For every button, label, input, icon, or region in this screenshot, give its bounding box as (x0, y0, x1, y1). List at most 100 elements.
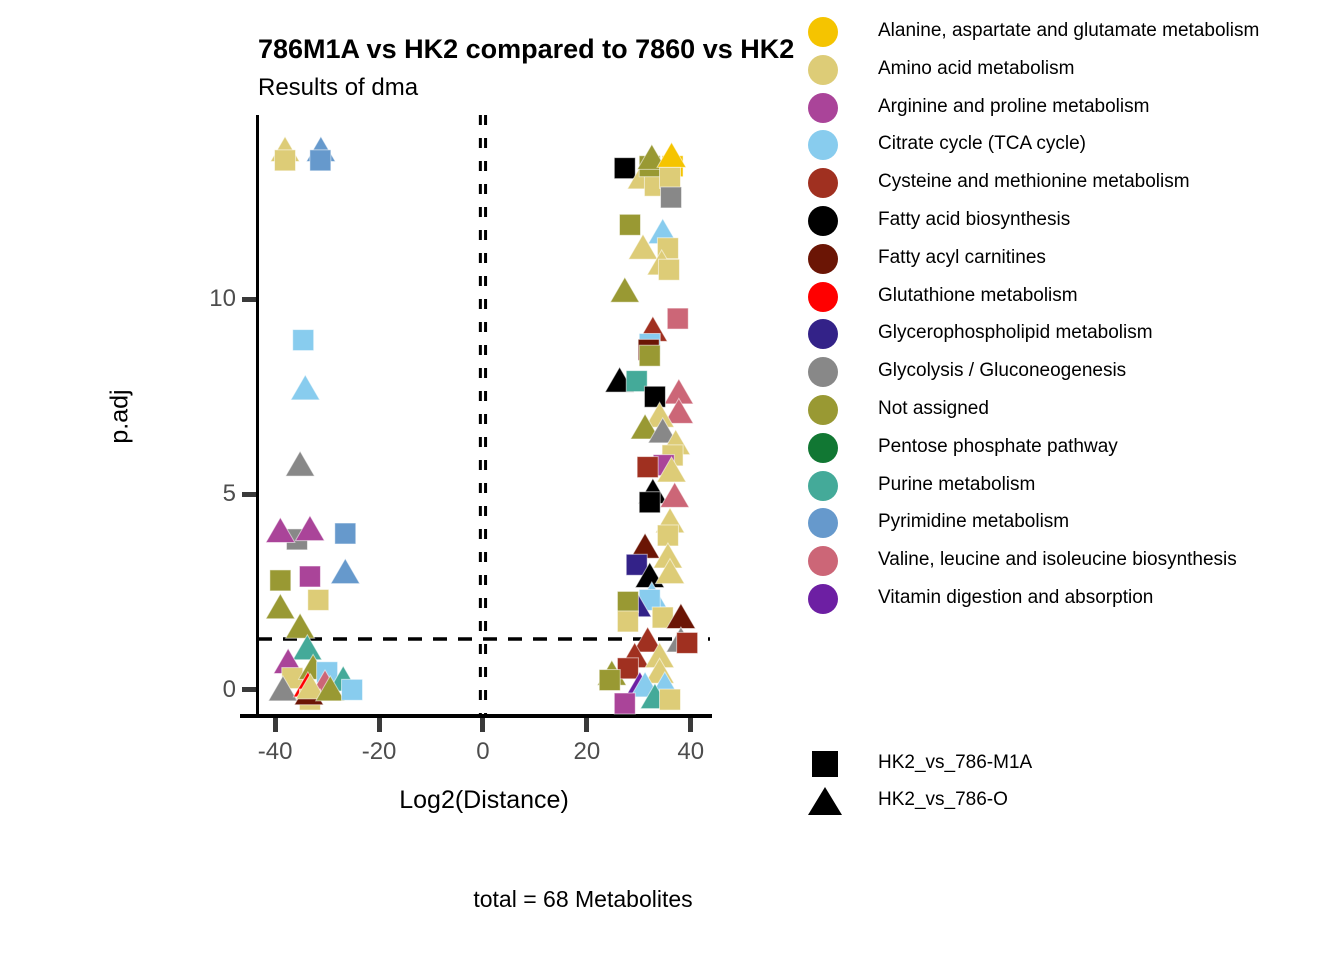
data-point-triangle (284, 450, 316, 477)
data-point-square (658, 166, 681, 189)
x-tick-label: 40 (677, 738, 705, 765)
data-point-square (618, 213, 641, 236)
legend-label: Vitamin digestion and absorption (878, 587, 1154, 608)
plot-area (258, 115, 710, 716)
scatter-points-canvas (258, 115, 710, 716)
legend-swatch-circle (808, 319, 838, 350)
data-point-triangle (656, 141, 687, 168)
data-point-triangle (656, 455, 687, 483)
legend-label: Fatty acid biosynthesis (878, 209, 1071, 230)
legend-swatch-circle (808, 17, 838, 47)
data-point-triangle (627, 233, 659, 260)
data-point-triangle (264, 516, 296, 544)
x-axis-line (240, 714, 712, 718)
data-point-triangle (654, 557, 686, 585)
chart-title: 786M1A vs HK2 compared to 7860 vs HK2 (258, 34, 795, 64)
data-point-triangle (329, 557, 361, 585)
data-point-triangle (609, 276, 641, 303)
legend-label: Not assigned (878, 398, 989, 419)
data-point-square (625, 370, 648, 393)
legend-label: Citrate cycle (TCA cycle) (878, 133, 1086, 155)
legend-swatch-circle (808, 54, 838, 85)
y-axis-label: p.adj (105, 389, 134, 444)
square-shape-icon (812, 751, 838, 777)
data-point-square (298, 565, 321, 588)
legend-swatch-circle (808, 130, 838, 161)
data-point-triangle (267, 674, 299, 702)
data-point-triangle (264, 592, 296, 620)
triangle-shape-icon (808, 787, 842, 815)
data-point-triangle (289, 373, 321, 401)
shape-legend-label: HK2_vs_786-O (878, 789, 1008, 810)
data-point-square (598, 669, 621, 692)
x-tick-label: -20 (361, 738, 397, 765)
data-point-square (643, 385, 666, 408)
y-tick-label: 10 (209, 285, 236, 313)
legend-label: Amino acid metabolism (878, 57, 1075, 79)
data-point-square (666, 307, 689, 330)
data-point-triangle (295, 672, 326, 700)
data-point-square (676, 631, 699, 654)
y-axis-line (256, 115, 259, 718)
legend-swatch-circle (808, 206, 838, 236)
legend-label: Fatty acyl carnitines (878, 246, 1046, 268)
legend-label: Glycerophospholipid metabolism (878, 322, 1153, 344)
legend-label: Alanine, aspartate and glutamate metabol… (878, 20, 1260, 41)
data-point-square (636, 456, 659, 479)
data-point-square (341, 678, 364, 701)
data-point-square (274, 149, 297, 172)
data-point-square (292, 329, 315, 352)
legend-swatch-circle (808, 357, 838, 388)
data-point-square (638, 491, 661, 514)
data-point-triangle (659, 481, 691, 508)
x-tick-label: 0 (476, 738, 490, 765)
data-point-square (309, 149, 332, 172)
data-point-square (616, 657, 639, 680)
legend-label: Pentose phosphate pathway (878, 435, 1118, 457)
y-tick-mark (242, 296, 256, 302)
data-point-triangle (632, 625, 664, 653)
legend-label: Glycolysis / Gluconeogenesis (878, 360, 1127, 382)
legend-label: Cysteine and methionine metabolism (878, 171, 1190, 193)
legend-swatch-circle (808, 546, 838, 577)
data-point-triangle (314, 674, 346, 702)
legend-label: Valine, leucine and isoleucine biosynthe… (878, 549, 1237, 571)
legend-swatch-circle (808, 168, 838, 199)
data-point-triangle (647, 416, 679, 444)
x-tick-mark (376, 718, 382, 732)
data-point-triangle (663, 397, 695, 424)
shape-legend-label: HK2_vs_786-M1A (878, 752, 1033, 773)
data-point-triangle (291, 633, 323, 661)
legend-swatch-circle (808, 92, 838, 123)
data-point-triangle (284, 612, 316, 639)
data-point-square (625, 553, 648, 576)
data-point-triangle (629, 413, 661, 440)
legend-swatch-circle (808, 395, 838, 425)
data-point-square (658, 688, 681, 711)
x-axis-label: Log2(Distance) (399, 786, 569, 814)
data-point-square (269, 569, 292, 592)
y-tick-label: 5 (222, 480, 236, 508)
y-tick-mark (242, 491, 256, 497)
data-point-square (657, 258, 680, 281)
legend-swatch-circle (808, 584, 838, 614)
caption-total-metabolites: total = 68 Metabolites (473, 886, 693, 912)
y-tick-label: 0 (222, 675, 236, 703)
x-tick-mark (480, 718, 486, 732)
x-tick-mark (584, 718, 590, 732)
legend-swatch-circle (808, 508, 838, 539)
legend-swatch-circle (808, 281, 838, 312)
y-tick-mark (242, 687, 256, 693)
legend-label: Pyrimidine metabolism (878, 511, 1070, 533)
data-point-triangle (294, 514, 326, 542)
legend-swatch-circle (808, 470, 838, 501)
data-point-square (613, 157, 636, 180)
x-tick-label: 20 (573, 738, 601, 765)
legend-label: Purine metabolism (878, 473, 1036, 495)
x-tick-label: -40 (257, 738, 293, 765)
data-point-square (613, 692, 636, 715)
data-point-square (638, 344, 661, 367)
data-point-square (334, 522, 357, 545)
legend-swatch-circle (808, 243, 838, 274)
